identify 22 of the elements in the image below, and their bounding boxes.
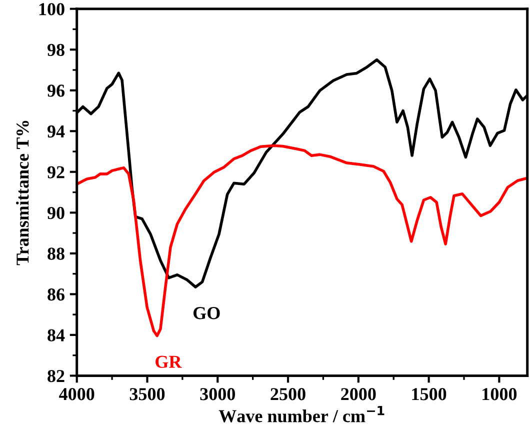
x-tick-label: 3500 (130, 388, 165, 400)
series-label: GO (193, 307, 220, 320)
x-tick-label: 3000 (200, 388, 235, 400)
y-tick-label: 92 (47, 166, 64, 178)
y-tick-label: 94 (47, 125, 65, 138)
y-tick-label: 98 (47, 44, 64, 56)
y-tick-label: 90 (47, 206, 64, 220)
y-tick-label: 82 (48, 370, 64, 382)
line-series (76, 144, 528, 338)
x-tick-label: 1500 (412, 388, 446, 400)
y-axis-title: Transmittance T% (16, 120, 29, 266)
y-tick-label: 86 (48, 288, 65, 301)
x-tick-label: 1000 (482, 388, 517, 400)
y-tick-label: 96 (47, 84, 65, 97)
x-axis-title: Wave number / cm$^{−1}$ (218, 406, 384, 422)
y-tick-label: 84 (48, 329, 65, 342)
y-tick-label: 100 (39, 3, 64, 16)
x-tick-label: 4000 (59, 388, 94, 400)
x-tick-label: 2000 (341, 388, 376, 400)
y-tick-label: 88 (48, 248, 64, 260)
series-label: GR (156, 356, 182, 368)
x-tick-label: 2500 (270, 388, 306, 400)
